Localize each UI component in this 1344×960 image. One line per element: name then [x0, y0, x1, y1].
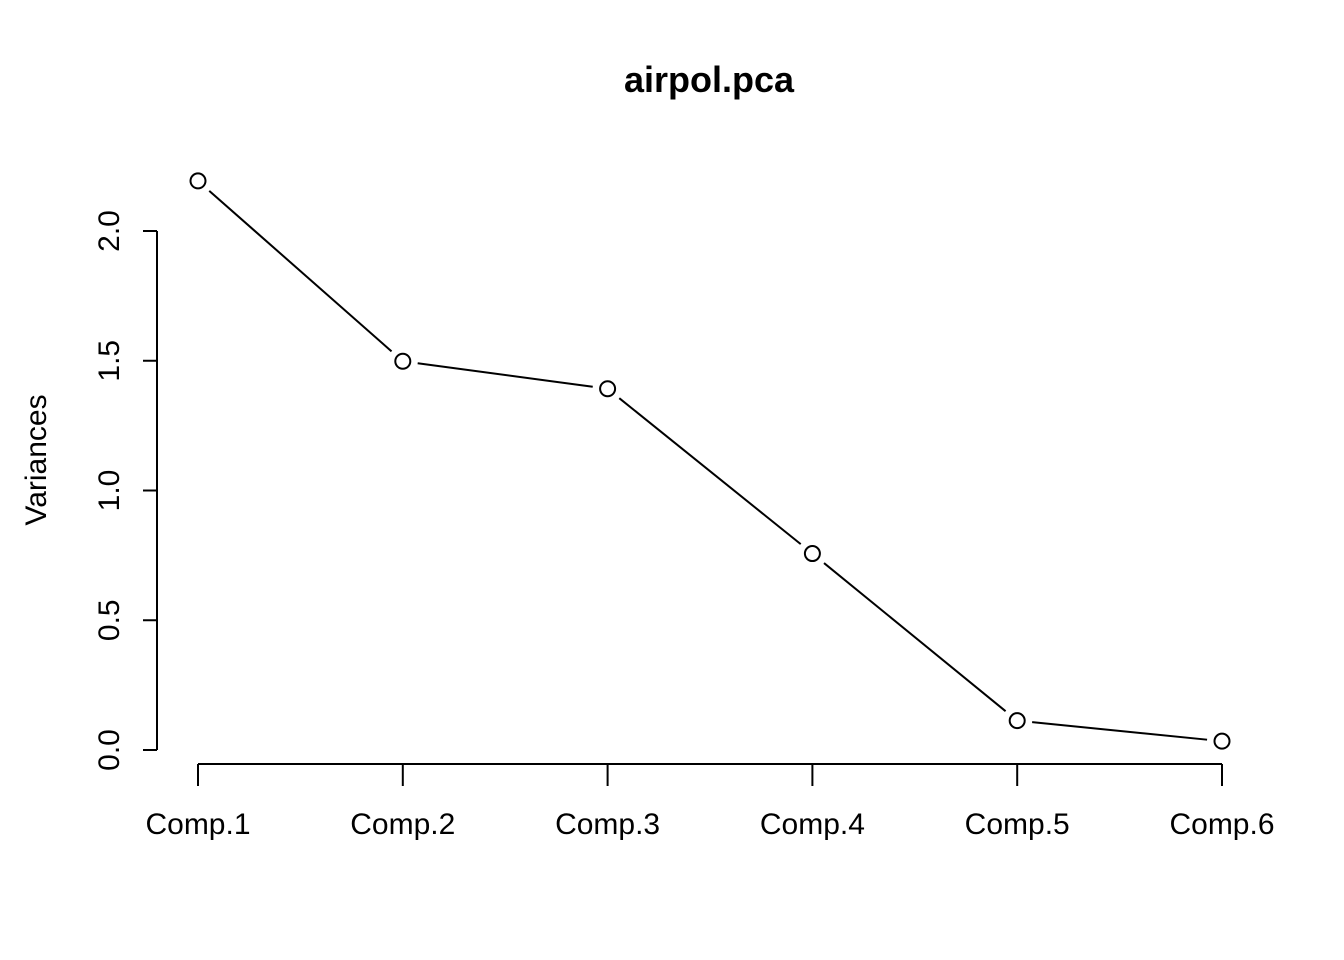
- y-axis: 0.0 0.5 1.0 1.5 2.0: [93, 210, 158, 771]
- data-point: [599, 380, 617, 398]
- y-tick-label: 1.0: [93, 470, 126, 512]
- x-tick-label: Comp.1: [145, 808, 250, 841]
- x-tick-label: Comp.5: [965, 808, 1070, 841]
- y-tick-label: 2.0: [93, 210, 126, 252]
- y-tick-label: 0.5: [93, 599, 126, 641]
- x-tick-label: Comp.6: [1169, 808, 1274, 841]
- series-segment: [823, 562, 1007, 712]
- series-variances: [189, 172, 1231, 750]
- x-tick-label: Comp.2: [350, 808, 455, 841]
- x-axis: Comp.1 Comp.2 Comp.3 Comp.4 Comp.5 Comp.6: [145, 763, 1275, 841]
- data-point: [1213, 732, 1231, 750]
- x-tick-label: Comp.4: [760, 808, 865, 841]
- data-point: [803, 545, 821, 563]
- data-point: [394, 352, 412, 370]
- chart-title: airpol.pca: [624, 59, 795, 100]
- y-tick-label: 1.5: [93, 340, 126, 382]
- series-segment: [1032, 721, 1208, 741]
- series-segment: [208, 190, 393, 353]
- x-tick-label: Comp.3: [555, 808, 660, 841]
- data-point: [189, 172, 207, 190]
- y-tick-label: 0.0: [93, 729, 126, 771]
- data-point: [1008, 712, 1026, 730]
- series-segment: [618, 397, 802, 545]
- y-axis-label: Variances: [20, 394, 53, 525]
- series-segment: [417, 362, 593, 388]
